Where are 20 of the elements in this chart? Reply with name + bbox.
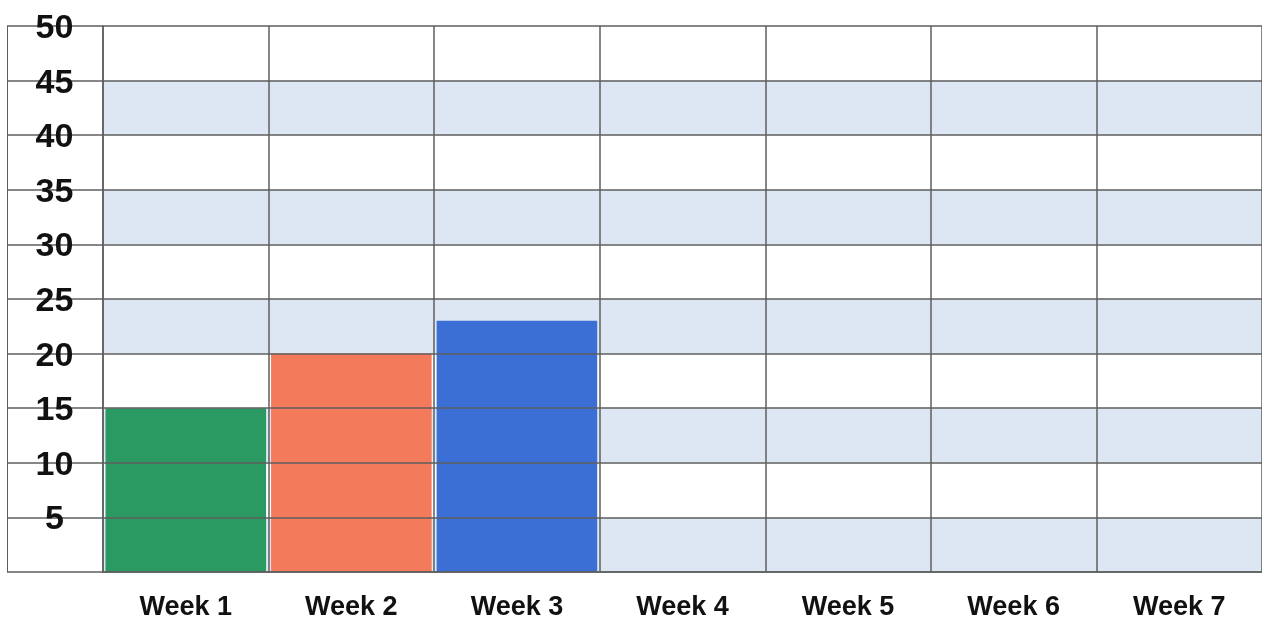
x-tick-label: Week 3 <box>470 590 564 621</box>
y-tick-label: 15 <box>35 389 74 428</box>
bar <box>271 353 432 572</box>
x-tick-label: Week 4 <box>636 590 729 621</box>
y-tick-label: 5 <box>45 498 64 537</box>
y-tick-label: 35 <box>35 170 74 209</box>
bar <box>436 320 598 572</box>
y-tick-label: 50 <box>35 7 74 45</box>
x-tick-label: Week 1 <box>139 590 233 621</box>
y-tick-label: 25 <box>35 280 74 318</box>
y-tick-label: 30 <box>35 225 74 264</box>
y-tick-label: 40 <box>35 116 74 155</box>
bar <box>105 408 267 572</box>
x-tick-label: Week 5 <box>801 590 895 621</box>
y-tick-label: 45 <box>35 61 74 100</box>
x-tick-label: Week 6 <box>967 590 1060 621</box>
x-tick-label: Week 2 <box>305 590 398 621</box>
y-tick-label: 20 <box>35 334 74 373</box>
x-tick-label: Week 7 <box>1132 590 1226 621</box>
y-tick-label: 10 <box>35 443 74 482</box>
